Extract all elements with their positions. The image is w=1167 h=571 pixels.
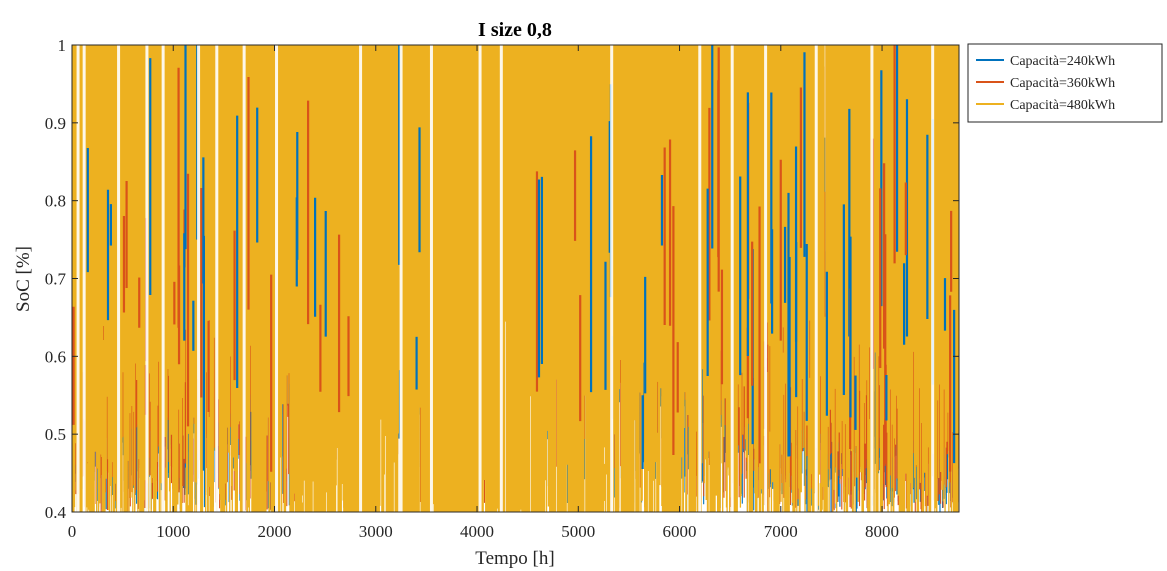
x-tick-label: 3000 bbox=[359, 522, 393, 541]
legend-label: Capacità=480kWh bbox=[1010, 98, 1115, 113]
legend: Capacità=240kWh Capacità=360kWh Capacità=4… bbox=[967, 43, 1163, 123]
y-tick-label: 0.5 bbox=[45, 425, 66, 444]
y-tick-label: 0.7 bbox=[45, 270, 67, 289]
x-tick-label: 4000 bbox=[460, 522, 494, 541]
x-tick-label: 2000 bbox=[258, 522, 292, 541]
x-axis: 0 1000 2000 3000 4000 5000 6000 7000 8000 bbox=[68, 45, 899, 541]
y-axis: 0.4 0.5 0.6 0.7 0.8 0.9 1 bbox=[45, 36, 959, 522]
x-tick-label: 5000 bbox=[561, 522, 595, 541]
data-layer bbox=[72, 45, 959, 512]
legend-label: Capacità=360kWh bbox=[1010, 76, 1115, 91]
chart-title: I size 0,8 bbox=[478, 19, 552, 41]
x-tick-label: 0 bbox=[68, 522, 77, 541]
x-tick-label: 8000 bbox=[865, 522, 899, 541]
y-tick-label: 0.9 bbox=[45, 114, 66, 133]
x-tick-label: 7000 bbox=[764, 522, 798, 541]
x-tick-label: 1000 bbox=[156, 522, 190, 541]
legend-label: Capacità=240kWh bbox=[1010, 54, 1115, 69]
y-tick-label: 1 bbox=[58, 36, 67, 55]
x-tick-label: 6000 bbox=[663, 522, 697, 541]
y-tick-label: 0.4 bbox=[45, 503, 67, 522]
y-axis-label: SoC [%] bbox=[13, 246, 34, 312]
y-tick-label: 0.6 bbox=[45, 347, 66, 366]
y-tick-label: 0.8 bbox=[45, 192, 66, 211]
x-axis-label: Tempo [h] bbox=[475, 548, 554, 569]
